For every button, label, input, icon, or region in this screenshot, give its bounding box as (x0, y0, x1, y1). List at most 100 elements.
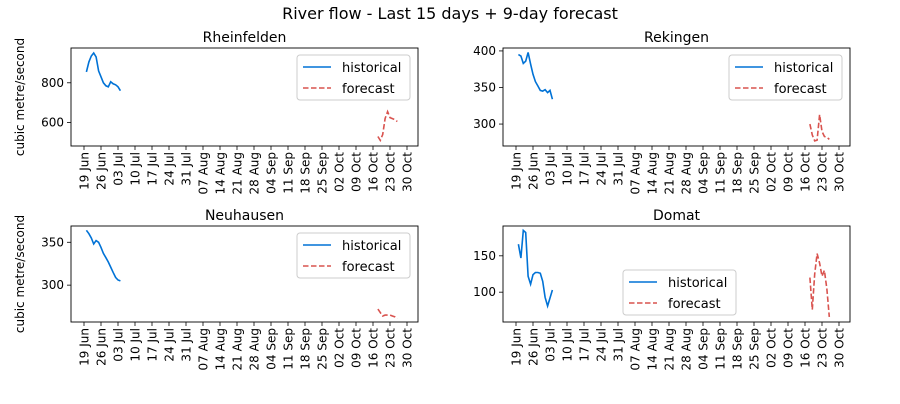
x-tick-label: 26 Jun (527, 152, 541, 190)
x-tick-label: 14 Aug (646, 328, 660, 371)
x-tick-label: 16 Oct (799, 152, 813, 192)
x-tick-label: 14 Aug (214, 152, 228, 195)
x-tick-label: 24 Jul (163, 328, 177, 362)
y-tick-label: 400 (473, 44, 496, 58)
x-tick-label: 11 Sep (714, 152, 728, 194)
series-forecast-line (377, 109, 398, 143)
x-tick-label: 10 Jul (129, 328, 143, 362)
x-tick-label: 30 Oct (401, 328, 415, 368)
x-tick-label: 16 Oct (367, 328, 381, 368)
x-tick-label: 07 Aug (629, 328, 643, 371)
x-tick-label: 09 Oct (782, 328, 796, 368)
x-tick-label: 23 Oct (384, 328, 398, 368)
y-tick-label: 100 (473, 285, 496, 299)
x-tick-label: 25 Sep (748, 152, 762, 194)
x-tick-label: 04 Sep (265, 152, 279, 194)
x-tick-label: 18 Sep (731, 152, 745, 194)
x-tick-label: 07 Aug (197, 152, 211, 195)
x-tick-label: 19 Jun (78, 328, 92, 366)
x-tick-label: 19 Jun (510, 152, 524, 190)
x-tick-label: 24 Jul (595, 328, 609, 362)
x-tick-label: 04 Sep (265, 328, 279, 370)
subplot-rheinfelden: Rheinfelden cubic metre/second 600 800 19 Ju… (13, 30, 419, 195)
x-tick-label: 04 Sep (697, 328, 711, 370)
subplot-rekingen: Rekingen 300 350 400 19 Jun 26 Jun 03 Jul 10 Ju… (473, 30, 851, 195)
x-tick-label: 31 Jul (612, 152, 626, 186)
x-tick-label: 16 Oct (367, 152, 381, 192)
x-tick-label: 21 Aug (231, 328, 245, 371)
series-historical-line (517, 228, 554, 309)
legend: historical forecast (622, 269, 737, 316)
y-axis-label: cubic metre/second (13, 215, 27, 333)
x-tick-label: 25 Sep (748, 328, 762, 370)
axes-frame (70, 225, 419, 323)
x-tick-label: 16 Oct (799, 328, 813, 368)
legend-label-historical: historical (342, 61, 401, 76)
y-tick-label: 300 (41, 278, 64, 292)
x-tick-label: 17 Jul (146, 328, 160, 362)
legend-label-forecast: forecast (668, 297, 721, 312)
x-tick-label: 03 Jul (544, 152, 558, 186)
x-tick-label: 24 Jul (595, 152, 609, 186)
x-tick-label: 02 Oct (333, 152, 347, 192)
x-tick-label: 19 Jun (510, 328, 524, 366)
x-tick-label: 17 Jul (578, 328, 592, 362)
x-tick-label: 10 Jul (561, 152, 575, 186)
x-tick-label: 28 Aug (248, 328, 262, 371)
legend: historical forecast (296, 232, 411, 279)
x-tick-label: 17 Jul (146, 152, 160, 186)
legend-label-forecast: forecast (342, 82, 395, 97)
x-tick-label: 23 Oct (816, 152, 830, 192)
y-axis-label: cubic metre/second (13, 38, 27, 156)
axes-frame (502, 225, 851, 323)
x-tick-label: 18 Sep (731, 328, 745, 370)
x-tick-label: 28 Aug (680, 152, 694, 195)
x-tick-label: 28 Aug (248, 152, 262, 195)
legend-label-historical: historical (668, 276, 727, 291)
x-tick-label: 09 Oct (350, 152, 364, 192)
series-historical-line (85, 51, 122, 92)
x-tick-label: 09 Oct (782, 152, 796, 192)
x-tick-label: 02 Oct (765, 328, 779, 368)
axes-frame (70, 47, 419, 147)
subplot-domat: Domat 100 150 19 Jun 26 Jun 03 Jul 10 Jul 17 Ju… (473, 208, 851, 371)
x-tick-label: 10 Jul (561, 328, 575, 362)
x-tick-label: 30 Oct (833, 152, 847, 192)
x-tick-label: 24 Jul (163, 152, 177, 186)
y-tick-label: 800 (41, 76, 64, 90)
x-tick-label: 23 Oct (816, 328, 830, 368)
x-tick-label: 19 Jun (78, 152, 92, 190)
y-tick-label: 150 (473, 249, 496, 263)
x-tick-label: 02 Oct (765, 152, 779, 192)
series-forecast-line (809, 253, 831, 317)
x-tick-label: 21 Aug (231, 152, 245, 195)
subplot-title: Rekingen (644, 30, 709, 46)
x-tick-label: 18 Sep (299, 152, 313, 194)
x-tick-label: 30 Oct (401, 152, 415, 192)
x-tick-label: 03 Jul (112, 152, 126, 186)
x-tick-label: 28 Aug (680, 328, 694, 371)
subplot-title: Domat (653, 208, 701, 224)
series-forecast-line (809, 114, 830, 142)
x-tick-label: 25 Sep (316, 152, 330, 194)
x-tick-label: 11 Sep (282, 328, 296, 370)
x-tick-label: 02 Oct (333, 328, 347, 368)
x-tick-label: 31 Jul (180, 152, 194, 186)
x-tick-label: 26 Jun (527, 328, 541, 366)
x-tick-label: 18 Sep (299, 328, 313, 370)
y-tick-label: 600 (41, 116, 64, 130)
legend-label-forecast: forecast (774, 82, 827, 97)
x-tick-label: 11 Sep (282, 152, 296, 194)
y-tick-label: 350 (473, 80, 496, 94)
x-tick-label: 09 Oct (350, 328, 364, 368)
legend-label-historical: historical (342, 239, 401, 254)
x-tick-label: 11 Sep (714, 328, 728, 370)
x-tick-label: 31 Jul (612, 328, 626, 362)
x-tick-label: 17 Jul (578, 152, 592, 186)
legend-label-forecast: forecast (342, 260, 395, 275)
legend: historical forecast (296, 54, 411, 101)
series-historical-line (85, 229, 121, 282)
x-tick-label: 04 Sep (697, 152, 711, 194)
